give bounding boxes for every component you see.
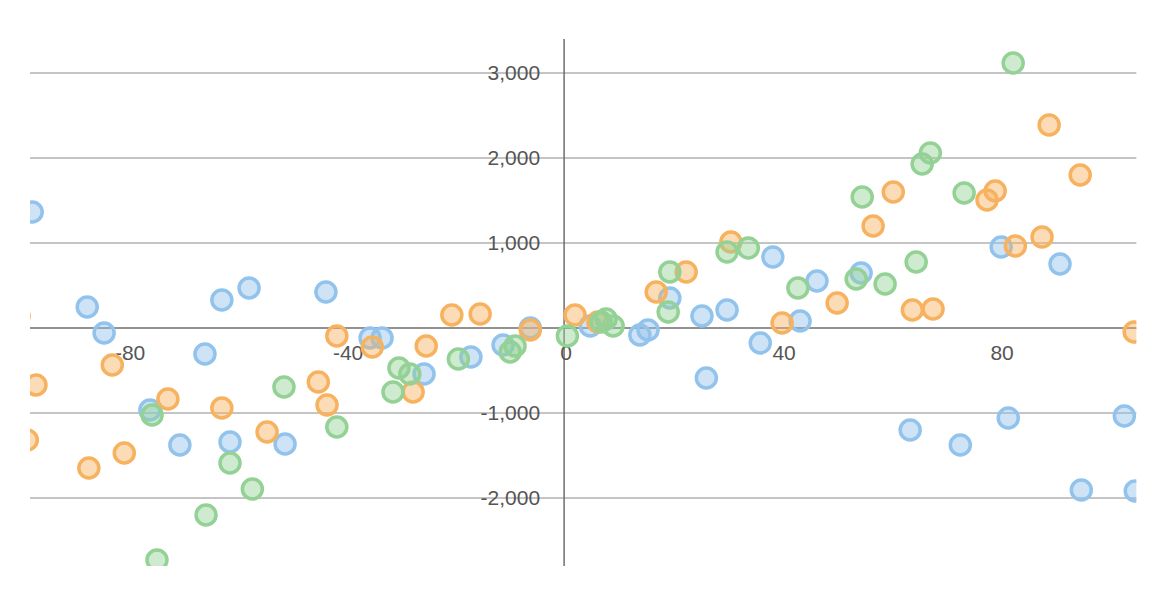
point xyxy=(147,550,167,566)
point xyxy=(738,238,758,258)
point xyxy=(79,458,99,478)
y-tick-label: -1,000 xyxy=(481,401,541,424)
x-tick-label: 80 xyxy=(990,341,1013,364)
y-axis-line xyxy=(563,39,565,566)
point xyxy=(212,290,232,310)
point xyxy=(442,305,462,325)
point xyxy=(923,299,943,319)
point xyxy=(505,336,525,356)
point xyxy=(875,274,895,294)
y-tick-label: 3,000 xyxy=(488,61,541,84)
point xyxy=(400,364,420,384)
point xyxy=(696,368,716,388)
point xyxy=(788,278,808,298)
point xyxy=(603,316,623,336)
point xyxy=(852,187,872,207)
point xyxy=(1114,406,1134,426)
point xyxy=(658,302,678,322)
point xyxy=(77,297,97,317)
plot-area xyxy=(30,53,1136,566)
point xyxy=(142,405,162,425)
point xyxy=(416,336,436,356)
point xyxy=(362,337,382,357)
point xyxy=(846,269,866,289)
grid-line xyxy=(30,158,1136,159)
point xyxy=(470,304,490,324)
grid-line xyxy=(30,73,1136,74)
point xyxy=(220,453,240,473)
point xyxy=(212,398,232,418)
point xyxy=(906,252,926,272)
y-tick-label: 2,000 xyxy=(488,146,541,169)
point xyxy=(863,216,883,236)
point xyxy=(30,375,46,395)
point xyxy=(275,434,295,454)
point xyxy=(883,182,903,202)
point xyxy=(717,300,737,320)
point xyxy=(327,326,347,346)
x-tick-label: 40 xyxy=(772,341,795,364)
point xyxy=(750,333,770,353)
point xyxy=(1124,322,1136,342)
point xyxy=(220,432,240,452)
point xyxy=(565,305,585,325)
point xyxy=(772,313,792,333)
point xyxy=(920,143,940,163)
grid-line xyxy=(30,243,1136,244)
point xyxy=(692,306,712,326)
chart: -2,000-1,0001,0002,0003,000-80-4004080 xyxy=(0,0,1170,600)
point xyxy=(1005,236,1025,256)
point xyxy=(242,479,262,499)
point xyxy=(717,242,737,262)
point xyxy=(1050,254,1070,274)
point xyxy=(763,247,783,267)
point xyxy=(196,505,216,525)
point xyxy=(327,417,347,437)
point xyxy=(1071,480,1091,500)
point xyxy=(520,320,540,340)
y-tick-label: 1,000 xyxy=(488,231,541,254)
series xyxy=(142,53,1023,566)
point xyxy=(1125,481,1136,501)
point xyxy=(30,202,42,222)
point xyxy=(1039,115,1059,135)
point xyxy=(383,382,403,402)
point xyxy=(827,293,847,313)
point xyxy=(239,278,259,298)
point xyxy=(557,326,577,346)
point xyxy=(102,355,122,375)
grid-line xyxy=(30,498,1136,499)
point xyxy=(158,389,178,409)
point xyxy=(998,408,1018,428)
point xyxy=(902,300,922,320)
point xyxy=(807,271,827,291)
point xyxy=(1032,227,1052,247)
y-tick-label: -2,000 xyxy=(481,486,541,509)
point xyxy=(950,435,970,455)
point xyxy=(30,430,37,450)
point xyxy=(646,282,666,302)
point xyxy=(317,395,337,415)
point xyxy=(94,323,114,343)
point xyxy=(985,181,1005,201)
grid-line xyxy=(30,413,1136,414)
series xyxy=(30,115,1136,478)
point xyxy=(308,372,328,392)
point xyxy=(170,435,190,455)
point xyxy=(660,262,680,282)
grid xyxy=(30,73,1136,498)
point xyxy=(1070,165,1090,185)
series xyxy=(30,202,1136,501)
point xyxy=(954,183,974,203)
point xyxy=(114,443,134,463)
point xyxy=(195,344,215,364)
point xyxy=(448,349,468,369)
point xyxy=(274,377,294,397)
point xyxy=(638,320,658,340)
point xyxy=(900,420,920,440)
point xyxy=(257,422,277,442)
point xyxy=(1003,53,1023,73)
point xyxy=(316,282,336,302)
